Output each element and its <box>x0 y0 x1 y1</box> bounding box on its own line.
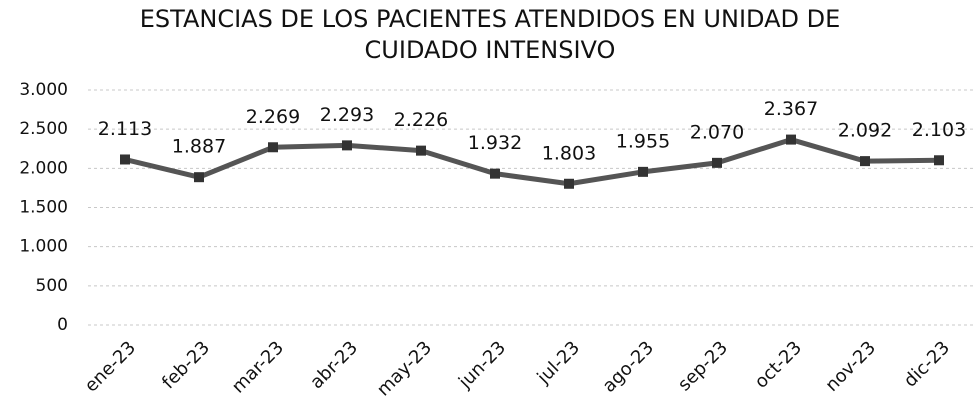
marker <box>268 142 278 153</box>
y-tick-label: 1.500 <box>19 198 68 218</box>
data-label: 1.955 <box>616 130 670 152</box>
data-label: 1.803 <box>542 142 596 164</box>
marker <box>342 140 352 151</box>
data-label: 2.367 <box>764 98 818 120</box>
marker <box>194 172 204 183</box>
x-tick-label: sep-23 <box>674 337 732 395</box>
marker <box>712 157 722 168</box>
chart-title: ESTANCIAS DE LOS PACIENTES ATENDIDOS EN … <box>139 5 841 64</box>
marker <box>416 145 426 156</box>
marker <box>490 168 500 179</box>
line <box>124 137 940 187</box>
x-tick-label: may-23 <box>373 337 436 400</box>
marker <box>860 156 870 167</box>
x-tick-label: dic-23 <box>900 337 954 391</box>
marker <box>786 134 796 145</box>
x-tick-label: feb-23 <box>158 337 214 393</box>
y-tick-label: 1.000 <box>19 237 68 257</box>
data-label: 2.070 <box>690 121 744 143</box>
data-label: 2.092 <box>838 120 892 142</box>
data-label: 2.113 <box>98 118 152 140</box>
data-label: 2.226 <box>394 109 448 131</box>
y-tick-label: 3.000 <box>19 80 68 100</box>
marker <box>120 154 130 165</box>
x-tick-label: ene-23 <box>81 337 140 396</box>
marker <box>934 155 944 166</box>
y-tick-label: 2.500 <box>19 119 68 139</box>
x-tick-label: jul-23 <box>533 337 584 388</box>
x-tick-label: ago-23 <box>599 337 659 397</box>
x-tick-label: mar-23 <box>228 337 288 397</box>
x-tick-label: oct-23 <box>751 337 806 392</box>
data-label: 2.293 <box>320 104 374 126</box>
data-label: 1.932 <box>468 132 522 154</box>
x-tick-label: abr-23 <box>306 337 362 393</box>
marker <box>564 178 574 189</box>
y-tick-label: 0 <box>57 315 68 335</box>
data-label: 1.887 <box>172 136 226 158</box>
data-label: 2.269 <box>246 106 300 128</box>
y-tick-label: 500 <box>36 276 68 296</box>
x-tick-label: nov-23 <box>821 337 880 396</box>
y-tick-label: 2.000 <box>19 158 68 178</box>
data-label: 2.103 <box>912 119 966 141</box>
x-tick-label: jun-23 <box>454 337 510 393</box>
marker <box>638 166 648 177</box>
